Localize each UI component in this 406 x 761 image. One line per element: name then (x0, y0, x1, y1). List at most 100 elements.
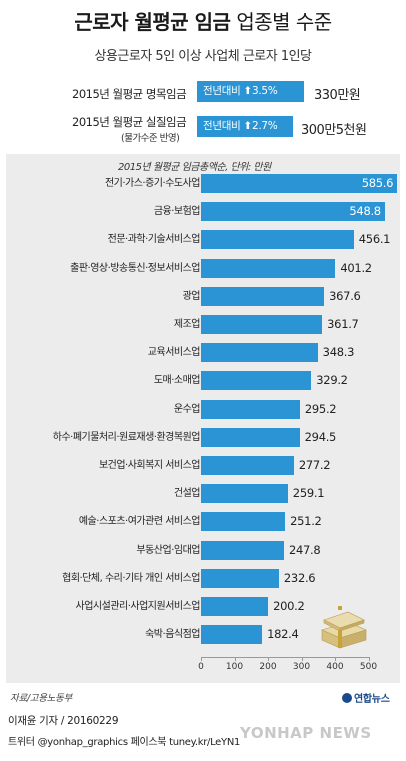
title-light: 업종별 수준 (236, 10, 332, 34)
value-label: 401.2 (340, 260, 372, 275)
social-links: 트위터 @yonhap_graphics 페이스북 tuney.kr/LeYN1 (8, 737, 241, 748)
bar-row: 전문·과학·기술서비스업 456.1 (0, 230, 406, 250)
bar-row: 전기·가스·증기·수도사업 585.6 (0, 174, 406, 193)
x-tick (335, 657, 336, 661)
bar-row: 금융·보험업 548.8 (0, 202, 406, 222)
value-label: 329.2 (316, 373, 348, 388)
category-label: 전문·과학·기술서비스업 (107, 234, 201, 246)
category-label: 전기·가스·증기·수도사업 (104, 178, 201, 189)
category-label: 협회·단체, 수리·기타 개인 서비스업 (62, 572, 200, 584)
category-label: 예술·스포츠·여가관련 서비스업 (78, 516, 201, 528)
x-tick-label: 100 (225, 662, 244, 672)
money-stack-icon (321, 606, 367, 649)
value-label: 456.1 (358, 232, 391, 247)
category-label: 사업시설관리·사업지원서비스업 (75, 601, 201, 612)
kpi-real-sublabel: (물가수준 반영) (121, 133, 180, 144)
value-label: 259.1 (292, 486, 325, 501)
value-label: 200.2 (273, 599, 305, 613)
bar (201, 399, 300, 419)
x-tick (368, 657, 370, 661)
bar-row: 보건업·사회복지 서비스업 277.2 (0, 456, 406, 475)
bar-row: 광업 367.6 (0, 286, 406, 306)
category-label: 보건업·사회복지 서비스업 (98, 460, 201, 471)
bar-row: 제조업 361.7 (0, 315, 406, 334)
watermark: YONHAP NEWS (240, 724, 372, 742)
source-note: 자료/고용노동부 (10, 693, 72, 704)
value-label: 294.5 (304, 429, 337, 444)
x-tick-label: 300 (292, 662, 311, 672)
bar (201, 512, 286, 532)
kpi-real-value: 300만5천원 (301, 123, 367, 138)
value-label: 295.2 (304, 401, 337, 416)
bar-row: 운수업 295.2 (0, 399, 406, 419)
brand-logo: 연합뉴스 (342, 690, 390, 705)
x-tick (268, 657, 269, 661)
value-label: 247.8 (289, 542, 321, 557)
bar (201, 286, 325, 306)
x-axis-line (201, 657, 369, 658)
page-subtitle: 상용근로자 5인 이상 사업체 근로자 1인당 (94, 49, 312, 64)
bar-row: 숙박·음식점업 182.4 (0, 625, 406, 645)
bar (201, 427, 300, 447)
bar-row: 교육서비스업 348.3 (0, 343, 406, 363)
value-label: 361.7 (327, 317, 359, 331)
x-tick-label: 500 (359, 662, 378, 672)
bar (201, 315, 323, 334)
category-label: 광업 (182, 290, 201, 302)
x-tick (301, 657, 303, 661)
x-tick-label: 400 (326, 662, 344, 672)
value-label: 277.2 (298, 458, 331, 472)
brand-globe-icon (342, 693, 352, 703)
category-label: 출판·영상·방송통신·정보서비스업 (70, 262, 200, 274)
kpi-nominal-label: 2015년 월평균 명목임금 (72, 87, 187, 101)
value-label: 348.3 (322, 345, 355, 360)
bar-row: 건설업 259.1 (0, 484, 406, 504)
value-label: 548.8 (349, 204, 381, 219)
category-label: 건설업 (173, 488, 201, 500)
bar (201, 174, 398, 193)
byline: 이재윤 기자 / 20160229 (8, 715, 119, 727)
bar (201, 371, 312, 391)
bar (201, 540, 284, 560)
bar-row: 부동산업·임대업 247.8 (0, 540, 406, 560)
chart-unit-note: 2015년 월평균 임금총액순, 단위: 만원 (118, 162, 271, 173)
bar-row: 하수·폐기물처리·원료재생·환경복원업 294.5 (0, 427, 406, 447)
kpi-nominal-value: 330만원 (314, 88, 361, 103)
x-tick-label: 200 (259, 662, 277, 672)
value-label: 251.2 (290, 514, 322, 529)
kpi-real-badge: 전년대비 ⬆2.7% (197, 116, 293, 137)
page-title: 근로자 월평균 임금 업종별 수준 (0, 6, 406, 35)
kpi-nominal-badge: 전년대비 ⬆3.5% (197, 81, 304, 102)
value-label: 232.6 (283, 570, 316, 585)
category-label: 제조업 (173, 319, 201, 330)
bar-row: 사업시설관리·사업지원서비스업 200.2 (0, 597, 406, 616)
kpi-real-label: 2015년 월평균 실질임금 (72, 115, 187, 129)
bar-row: 협회·단체, 수리·기타 개인 서비스업 232.6 (0, 568, 406, 588)
category-label: 운수업 (173, 403, 201, 415)
x-tick (201, 657, 202, 661)
bar (201, 568, 279, 588)
bar (201, 456, 294, 475)
bar (201, 343, 318, 363)
category-label: 하수·폐기물처리·원료재생·환경복원업 (52, 431, 201, 443)
brand-name: 연합뉴스 (354, 694, 390, 705)
title-bold: 근로자 월평균 임금 (74, 10, 231, 34)
value-label: 182.4 (267, 627, 299, 642)
bar (201, 597, 269, 616)
x-tick-label: 0 (198, 662, 204, 672)
category-label: 교육서비스업 (147, 347, 201, 359)
category-label: 도매·소매업 (153, 375, 201, 387)
x-tick (234, 657, 236, 661)
bar (201, 258, 336, 278)
bar-row: 예술·스포츠·여가관련 서비스업 251.2 (0, 512, 406, 532)
bar (201, 230, 354, 250)
bar-row: 출판·영상·방송통신·정보서비스업 401.2 (0, 258, 406, 278)
bar-row: 도매·소매업 329.2 (0, 371, 406, 391)
bar (201, 484, 288, 504)
value-label: 585.6 (361, 176, 394, 190)
category-label: 숙박·음식점업 (145, 629, 200, 641)
category-label: 부동산업·임대업 (136, 544, 200, 556)
value-label: 367.6 (329, 288, 361, 303)
bar (201, 625, 263, 645)
bar (201, 202, 385, 222)
